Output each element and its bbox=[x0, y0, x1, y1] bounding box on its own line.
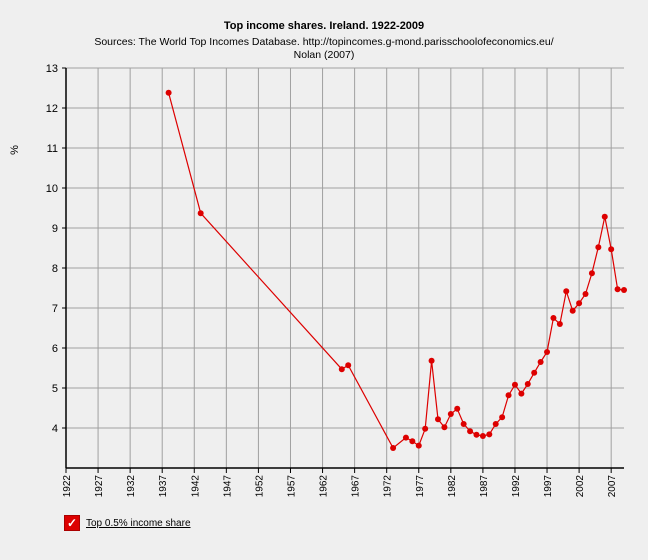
x-tick-label: 1922 bbox=[62, 475, 73, 498]
data-point bbox=[524, 381, 531, 387]
x-tick-label: 1952 bbox=[254, 475, 265, 498]
data-point bbox=[614, 286, 621, 293]
data-point bbox=[608, 246, 615, 253]
data-point bbox=[197, 210, 204, 217]
line-chart: 4 5 6 7 8 9 10 11 12 13 1922 1927 1932 1937 1942 1947 19… bbox=[9, 63, 627, 498]
x-tick-label: 1982 bbox=[447, 475, 458, 498]
y-tick-label: 12 bbox=[46, 103, 58, 115]
x-tick-label: 1987 bbox=[479, 475, 490, 498]
data-point bbox=[409, 438, 416, 445]
y-tick-label: 10 bbox=[46, 183, 58, 195]
data-point bbox=[441, 424, 448, 431]
x-tick-label: 1932 bbox=[126, 475, 137, 498]
data-point bbox=[518, 390, 525, 397]
data-point bbox=[435, 416, 441, 423]
data-point bbox=[390, 445, 397, 451]
data-point bbox=[595, 244, 602, 251]
x-tick-label: 1997 bbox=[543, 475, 554, 498]
data-point bbox=[479, 433, 486, 439]
x-tick-label: 1967 bbox=[351, 475, 362, 498]
chart-subtitle-sources: Sources: The World Top Incomes Database.… bbox=[94, 36, 554, 48]
y-tick-label: 8 bbox=[52, 263, 58, 275]
y-tick-label: 6 bbox=[52, 343, 58, 355]
data-point bbox=[422, 425, 429, 432]
y-tick-label: 11 bbox=[47, 143, 58, 155]
data-point bbox=[588, 270, 595, 277]
data-point bbox=[550, 315, 557, 321]
data-point bbox=[511, 381, 518, 388]
data-point bbox=[345, 362, 352, 369]
y-tick-label: 13 bbox=[46, 63, 58, 75]
x-tick-label: 1942 bbox=[190, 475, 201, 498]
data-point bbox=[576, 300, 583, 307]
y-axis-label: % bbox=[9, 145, 21, 155]
data-point bbox=[467, 428, 474, 435]
x-tick-label: 1972 bbox=[383, 475, 394, 498]
x-tick-label: 1992 bbox=[511, 475, 522, 498]
legend-item-top-05[interactable]: ✓ Top 0.5% income share bbox=[64, 515, 191, 531]
data-point bbox=[569, 307, 576, 314]
x-tick-label: 2007 bbox=[607, 475, 618, 498]
data-point bbox=[486, 431, 493, 438]
data-point bbox=[473, 431, 480, 438]
data-point bbox=[460, 421, 467, 427]
y-tick-label: 4 bbox=[52, 423, 58, 435]
data-point bbox=[428, 357, 435, 364]
data-point bbox=[563, 288, 570, 295]
data-point bbox=[601, 213, 608, 220]
y-tick-label: 7 bbox=[52, 303, 58, 315]
x-tick-label: 2002 bbox=[575, 475, 586, 498]
data-point bbox=[505, 392, 512, 399]
data-point bbox=[165, 89, 172, 96]
x-tick-label: 1947 bbox=[222, 475, 233, 498]
data-point bbox=[531, 369, 538, 376]
x-tick-label: 1962 bbox=[319, 475, 330, 498]
data-point bbox=[544, 349, 551, 355]
data-point bbox=[402, 434, 409, 441]
legend-checkbox-icon[interactable]: ✓ bbox=[64, 515, 80, 531]
chart-title: Top income shares. Ireland. 1922-2009 bbox=[223, 20, 425, 32]
chart-subtitle-author: Nolan (2007) bbox=[293, 49, 355, 61]
data-point bbox=[582, 291, 589, 297]
data-point bbox=[447, 411, 454, 417]
data-point bbox=[454, 405, 461, 412]
x-tick-label: 1937 bbox=[158, 475, 169, 498]
x-tick-label: 1977 bbox=[415, 475, 426, 498]
x-tick-label: 1927 bbox=[94, 475, 105, 498]
data-point bbox=[338, 366, 345, 373]
legend-label[interactable]: Top 0.5% income share bbox=[86, 517, 191, 529]
x-tick-label: 1957 bbox=[286, 475, 297, 498]
y-tick-label: 5 bbox=[52, 383, 58, 395]
data-point bbox=[556, 321, 563, 327]
series-line bbox=[168, 92, 625, 449]
y-tick-label: 9 bbox=[52, 223, 58, 235]
data-point bbox=[415, 442, 422, 449]
data-point bbox=[499, 414, 506, 421]
data-point bbox=[621, 287, 627, 293]
data-point bbox=[537, 359, 544, 365]
data-point bbox=[492, 421, 499, 427]
